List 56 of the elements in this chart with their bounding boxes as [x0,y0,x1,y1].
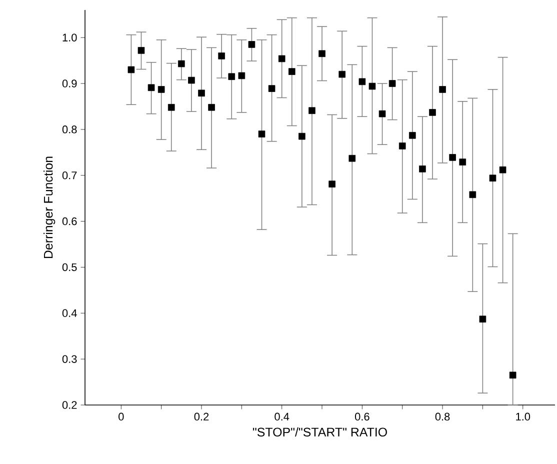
point [148,84,155,92]
point [439,86,446,93]
point [328,180,336,188]
point [168,104,175,111]
point [449,154,456,161]
point [228,73,236,80]
point [188,76,195,84]
point [178,60,185,68]
y-tick-label: 0.8 [62,126,77,134]
point [388,80,396,87]
point [128,66,135,74]
point [278,55,286,62]
point [489,174,496,182]
x-tick-label: 1.0 [516,412,530,421]
point [218,52,225,60]
point [398,142,406,150]
x-tick-label: 0.2 [194,412,209,421]
y-tick-label: 0.5 [62,263,77,272]
y-tick-label: 1.0 [62,34,77,42]
point [208,104,215,111]
y-axis-title: Derringer Function [44,156,56,258]
x-tick-label: 0.4 [274,412,290,421]
point [459,158,466,166]
point [298,132,306,140]
point [268,85,276,92]
point [419,166,426,172]
point [378,110,386,118]
point [358,78,366,86]
point [158,86,165,93]
point [469,191,476,198]
y-tick-label: 0.6 [62,217,77,226]
y-tick-label: 0.2 [62,401,77,409]
point [429,109,436,116]
x-axis-title: "STOP"/"START" RATIO [252,427,387,437]
point [409,132,416,139]
point [499,166,506,174]
point [479,316,486,323]
point [198,90,205,97]
x-tick-label: 0 [118,412,124,421]
point [308,107,316,114]
y-tick-label: 0.4 [62,309,77,318]
point [288,68,296,75]
y-tick-label: 0.3 [62,355,77,363]
point [348,154,356,162]
point [368,82,376,90]
point [318,50,326,58]
point [238,72,246,80]
point [509,372,516,379]
y-tick-label: 0.7 [62,171,77,180]
point [258,130,266,138]
point [248,41,256,48]
x-tick-label: 0.8 [435,412,450,421]
x-tick-label: 0.6 [354,412,370,421]
point [338,70,346,78]
point [138,47,145,54]
y-tick-label: 0.9 [62,80,77,88]
